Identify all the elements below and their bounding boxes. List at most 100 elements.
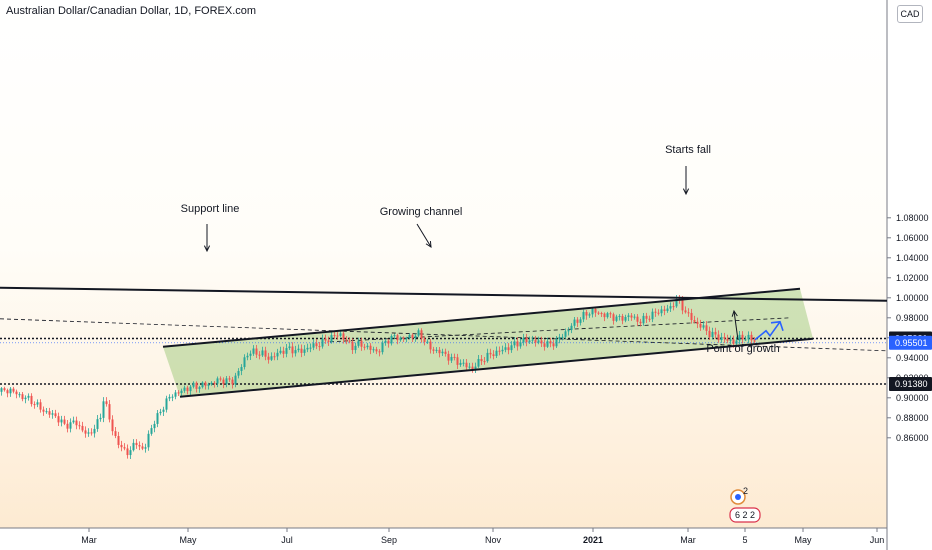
candle-body [744, 339, 747, 341]
candle-body [420, 330, 423, 339]
time-tick-label: Jun [870, 535, 885, 545]
candle-body [465, 362, 468, 368]
candle-body [645, 315, 648, 319]
candle-body [105, 401, 108, 405]
time-tick-label: 5 [742, 535, 747, 545]
candle-body [558, 336, 561, 340]
candle-body [303, 349, 306, 353]
point-of-growth-pointer [733, 310, 739, 341]
candle-body [594, 308, 597, 313]
candle-body [396, 335, 399, 341]
candle-body [234, 375, 237, 385]
dashed-trend-lower [0, 318, 888, 352]
candle-body [273, 356, 276, 358]
candle-body [93, 428, 96, 434]
candle-body [222, 379, 225, 385]
candle-body [153, 423, 156, 429]
price-tick-label: 0.98000 [896, 313, 929, 323]
price-label: 0.91380 [895, 379, 928, 389]
growing-channel-pointer-head [425, 240, 432, 248]
candle-body [510, 345, 513, 351]
candle-body [696, 321, 699, 325]
candle-body [168, 396, 171, 399]
candle-body [501, 349, 504, 352]
price-label-bg [889, 335, 932, 350]
annotation-label: Point of growth [706, 343, 779, 355]
candle-body [258, 354, 261, 356]
candle-body [351, 341, 354, 351]
growing-channel-fill [163, 288, 813, 397]
candle-body [735, 340, 738, 344]
candle-body [285, 348, 288, 354]
candle-body [279, 350, 282, 353]
time-tick-label: 2021 [583, 535, 603, 545]
candle-body [579, 319, 582, 323]
candle-body [306, 347, 309, 350]
candle-body [81, 425, 84, 431]
candle-body [498, 350, 501, 352]
currency-button[interactable]: CAD [897, 5, 923, 23]
candle-body [456, 357, 459, 365]
candle-body [138, 445, 141, 447]
price-tick-label: 0.94000 [896, 353, 929, 363]
candle-body [357, 340, 360, 346]
starts-fall-pointer-head [682, 188, 690, 196]
time-tick-label: Mar [81, 535, 97, 545]
candle-body [348, 340, 351, 342]
candle-body [216, 378, 219, 384]
candle-body [462, 362, 465, 364]
candle-body [282, 350, 285, 354]
candle-body [345, 339, 348, 341]
candle-body [237, 370, 240, 376]
resistance-line [0, 286, 888, 302]
candle-body [144, 447, 147, 449]
candle-body [714, 331, 717, 335]
support-line-pointer-head [203, 245, 211, 253]
candle-body [114, 431, 117, 437]
candle-body [309, 347, 312, 349]
candle-body [666, 308, 669, 312]
candle-body [261, 350, 264, 356]
candle-body [48, 411, 51, 415]
candle-body [108, 404, 111, 420]
candle-body [3, 388, 6, 391]
candle-body [453, 356, 456, 358]
candle-body [633, 316, 636, 318]
candle-body [750, 334, 753, 341]
candle-body [354, 345, 357, 351]
candle-body [117, 436, 120, 445]
candle-body [672, 306, 675, 308]
candle-body [564, 331, 567, 337]
time-tick-label: Jul [281, 535, 293, 545]
candle-body [438, 349, 441, 354]
candle-body [270, 356, 273, 360]
point-of-growth-pointer-head [731, 309, 738, 317]
candle-body [492, 354, 495, 356]
candle-body [636, 316, 639, 322]
candle-body [405, 338, 408, 340]
candle-body [414, 335, 417, 339]
candle-body [720, 336, 723, 341]
candle-body [129, 450, 132, 456]
candle-body [660, 309, 663, 314]
candle-body [21, 394, 24, 400]
candle-body [147, 433, 150, 448]
candle-body [291, 346, 294, 354]
candle-body [252, 348, 255, 354]
candle-body [552, 343, 555, 347]
candle-body [621, 315, 624, 321]
candle-body [537, 340, 540, 343]
candle-body [336, 335, 339, 337]
candle-body [651, 311, 654, 320]
price-tick-label: 1.02000 [896, 273, 929, 283]
candle-body [315, 343, 318, 347]
candle-body [267, 356, 270, 360]
candle-body [582, 311, 585, 320]
candle-body [312, 343, 315, 348]
annotation-label: Starts fall [665, 144, 711, 156]
candle-body [741, 334, 744, 340]
candle-body [618, 315, 621, 317]
candle-body [201, 382, 204, 388]
earnings-event-label: 6 2 2 [735, 510, 755, 520]
